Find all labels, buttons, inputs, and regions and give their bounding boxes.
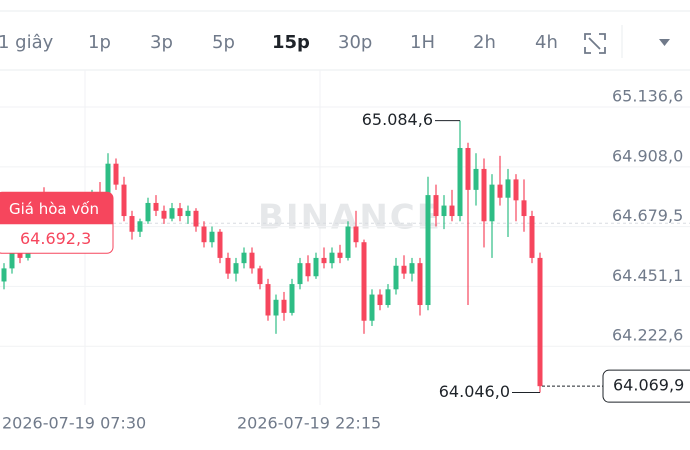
candle-body — [249, 252, 255, 269]
candle-body — [297, 263, 303, 285]
candle-body — [145, 202, 151, 222]
candle-body — [409, 263, 415, 274]
candle-body — [113, 163, 119, 185]
candle-body — [105, 163, 111, 201]
candle-body — [329, 252, 335, 264]
candle-body — [129, 216, 135, 232]
candle-body — [1, 268, 7, 282]
candle-body — [481, 168, 487, 222]
candle-body — [337, 252, 343, 258]
candle-body — [521, 200, 527, 217]
fullscreen-icon[interactable] — [584, 33, 606, 54]
break-even-header — [0, 192, 113, 225]
timeframe-tab[interactable]: 5p — [212, 32, 235, 53]
candle-body — [257, 268, 263, 285]
timeframe-tab[interactable]: 1H — [410, 32, 435, 53]
y-tick-label: 64.222,6 — [612, 326, 683, 345]
y-tick-label: 64.679,5 — [612, 206, 683, 225]
candle-body — [161, 210, 167, 219]
candle-body — [121, 184, 127, 217]
break-even-value: 64.692,3 — [20, 229, 91, 248]
y-tick-label: 65.136,6 — [612, 87, 683, 106]
current-price-box — [602, 369, 690, 403]
candle-body — [217, 231, 223, 258]
dropdown-arrow[interactable] — [659, 39, 670, 46]
candle-body — [505, 179, 511, 198]
candle-body — [201, 226, 207, 243]
timeframe-tab[interactable]: 4h — [535, 32, 558, 53]
candle-body — [9, 252, 15, 269]
candle-body — [345, 226, 351, 258]
candle-body — [473, 168, 479, 190]
candle-body — [241, 252, 247, 264]
candle-body — [193, 210, 199, 227]
timeframe-tab[interactable]: 30p — [338, 32, 372, 53]
candle-body — [305, 263, 311, 277]
candle-body — [529, 216, 535, 258]
x-tick-label: 2026-07-19 07:30 — [2, 414, 146, 433]
low-label: 64.046,0 — [439, 382, 510, 401]
candle-body — [441, 205, 447, 217]
candle-body — [377, 294, 383, 306]
high-label: 65.084,6 — [362, 110, 433, 129]
candle-body — [281, 299, 287, 313]
timeframe-tab[interactable]: 1 giây — [0, 32, 54, 53]
break-even-title: Giá hòa vốn — [9, 200, 99, 218]
current-price-label: 64.069,9 — [613, 376, 684, 395]
candle-body — [225, 257, 231, 274]
candle-body — [353, 226, 359, 243]
candle-body — [513, 179, 519, 201]
candle-body — [313, 257, 319, 277]
y-tick-label: 64.908,0 — [612, 146, 683, 165]
candle-body — [273, 299, 279, 316]
candle-body — [169, 208, 175, 219]
timeframe-tab[interactable]: 3p — [150, 32, 173, 53]
candle-body — [433, 195, 439, 217]
candle-body — [137, 221, 143, 232]
candle-body — [17, 252, 23, 258]
timeframe-tab[interactable]: 15p — [272, 32, 310, 53]
candle-body — [233, 263, 239, 274]
candle-body — [401, 265, 407, 274]
candle-body — [177, 208, 183, 217]
y-tick-label: 64.451,1 — [612, 266, 683, 285]
candle-body — [497, 184, 503, 198]
candle-body — [385, 289, 391, 306]
candle-body — [153, 202, 159, 211]
candle-body — [265, 284, 271, 316]
candle-body — [457, 147, 463, 217]
candle-body — [321, 257, 327, 264]
candle-body — [209, 231, 215, 243]
candle-body — [489, 184, 495, 222]
candle-body — [417, 263, 423, 306]
candle-body — [465, 147, 471, 190]
candle-body — [369, 294, 375, 321]
timeframe-tab[interactable]: 2h — [473, 32, 496, 53]
candle-body — [393, 265, 399, 290]
candle-body — [361, 242, 367, 321]
candle-body — [185, 210, 191, 217]
x-tick-label: 2026-07-19 22:15 — [237, 414, 381, 433]
candle-body — [289, 284, 295, 313]
candle-body — [537, 257, 543, 387]
candle-body — [449, 205, 455, 217]
candle-body — [425, 195, 431, 306]
timeframe-tab[interactable]: 1p — [88, 32, 111, 53]
